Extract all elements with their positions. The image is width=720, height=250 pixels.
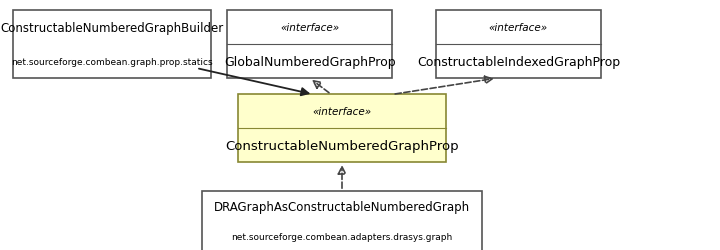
Text: ConstructableNumberedGraphProp: ConstructableNumberedGraphProp	[225, 139, 459, 152]
Bar	[202, 191, 482, 250]
Text: ConstructableIndexedGraphProp: ConstructableIndexedGraphProp	[417, 56, 620, 68]
Text: «interface»: «interface»	[280, 23, 339, 33]
Bar	[227, 11, 392, 79]
Text: GlobalNumberedGraphProp: GlobalNumberedGraphProp	[224, 56, 395, 68]
Bar	[436, 11, 601, 79]
Text: net.sourceforge.combean.graph.prop.statics: net.sourceforge.combean.graph.prop.stati…	[11, 58, 212, 66]
Bar	[12, 11, 211, 79]
Text: DRAGraphAsConstructableNumberedGraph: DRAGraphAsConstructableNumberedGraph	[214, 200, 470, 213]
Bar	[238, 95, 446, 162]
Text: «interface»: «interface»	[312, 107, 372, 117]
Text: ConstructableNumberedGraphBuilder: ConstructableNumberedGraphBuilder	[0, 22, 223, 34]
Text: net.sourceforge.combean.adapters.drasys.graph: net.sourceforge.combean.adapters.drasys.…	[231, 232, 453, 241]
Text: «interface»: «interface»	[489, 23, 548, 33]
